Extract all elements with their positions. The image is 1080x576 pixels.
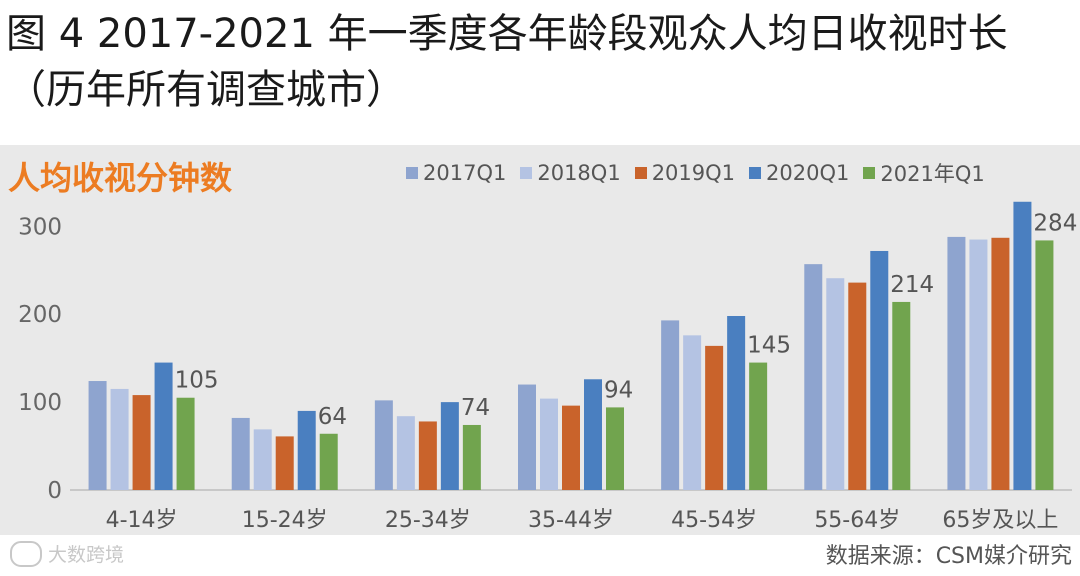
bar [991, 237, 1010, 490]
watermark-logo-icon [10, 540, 42, 567]
bar [88, 381, 107, 490]
bar [231, 417, 250, 490]
bar [870, 250, 889, 490]
bar [826, 278, 845, 490]
legend-swatch-2021q1 [863, 167, 876, 179]
bar [319, 433, 338, 490]
legend-item-2017q1: 2017Q1 [406, 161, 506, 185]
data-label: 145 [747, 333, 791, 359]
chart-legend: 2017Q1 2018Q1 2019Q1 2020Q1 2021年Q1 [406, 158, 985, 188]
legend-label-2021q1: 2021年Q1 [880, 162, 985, 186]
bar [892, 301, 911, 490]
x-tick-label: 4-14岁 [106, 508, 178, 533]
data-label: 74 [461, 395, 490, 421]
legend-item-2018q1: 2018Q1 [520, 161, 621, 185]
source-note: 数据来源：CSM媒介研究 [825, 544, 1072, 569]
legend-item-2021q1: 2021年Q1 [863, 158, 985, 188]
x-tick-label: 45-54岁 [671, 508, 757, 533]
bar [297, 410, 316, 490]
bar [154, 362, 173, 490]
bar [584, 379, 602, 490]
legend-label-2020q1: 2020Q1 [766, 161, 850, 185]
bar [727, 316, 746, 490]
legend-swatch-2020q1 [749, 167, 762, 179]
bar [518, 384, 536, 490]
bar [253, 429, 272, 490]
bar [705, 345, 724, 490]
bar [374, 400, 393, 490]
x-tick-label: 15-24岁 [242, 508, 328, 533]
data-label: 214 [890, 272, 934, 298]
data-label: 105 [175, 368, 219, 394]
x-tick-label: 35-44岁 [528, 508, 614, 533]
bar [947, 236, 966, 490]
data-label: 64 [318, 404, 347, 430]
bar [462, 424, 481, 490]
legend-label-2019q1: 2019Q1 [651, 161, 736, 185]
x-tick-label: 25-34岁 [385, 508, 471, 533]
watermark-text: 大数跨境 [48, 544, 125, 566]
data-label: 94 [604, 377, 633, 403]
chart-title: 人均收视分钟数 [8, 159, 233, 197]
bar [969, 239, 988, 490]
watermark: 大数跨境 [10, 540, 124, 567]
figure-title: 图 4 2017-2021 年一季度各年龄段观众人均日收视时长（历年所有调查城市… [6, 11, 1008, 113]
bar [606, 407, 624, 490]
bar [1013, 201, 1032, 490]
legend-label-2017q1: 2017Q1 [423, 161, 507, 185]
bar [275, 436, 294, 490]
bar [848, 282, 867, 490]
bar [176, 397, 195, 490]
bar [418, 421, 437, 490]
legend-swatch-2017q1 [406, 167, 418, 179]
legend-item-2019q1: 2019Q1 [634, 161, 736, 185]
legend-item-2020q1: 2020Q1 [749, 161, 849, 185]
bar [396, 416, 415, 490]
bar [1035, 240, 1054, 490]
legend-label-2018q1: 2018Q1 [537, 161, 621, 185]
y-tick-label: 300 [18, 214, 62, 240]
legend-swatch-2018q1 [520, 167, 533, 179]
bar [749, 362, 768, 490]
bar [540, 398, 558, 490]
bar [661, 320, 680, 490]
bar [440, 402, 459, 490]
y-tick-label: 0 [47, 478, 62, 504]
bar [132, 395, 151, 490]
bar [110, 388, 129, 490]
bar [562, 405, 580, 490]
bar [683, 335, 702, 490]
legend-swatch-2019q1 [634, 167, 647, 179]
y-tick-label: 100 [18, 390, 62, 416]
x-tick-label: 55-64岁 [814, 508, 900, 533]
y-tick-label: 200 [18, 302, 62, 328]
bar [804, 264, 823, 490]
data-label: 284 [1033, 210, 1077, 236]
x-tick-label: 65岁及以上 [942, 508, 1058, 533]
